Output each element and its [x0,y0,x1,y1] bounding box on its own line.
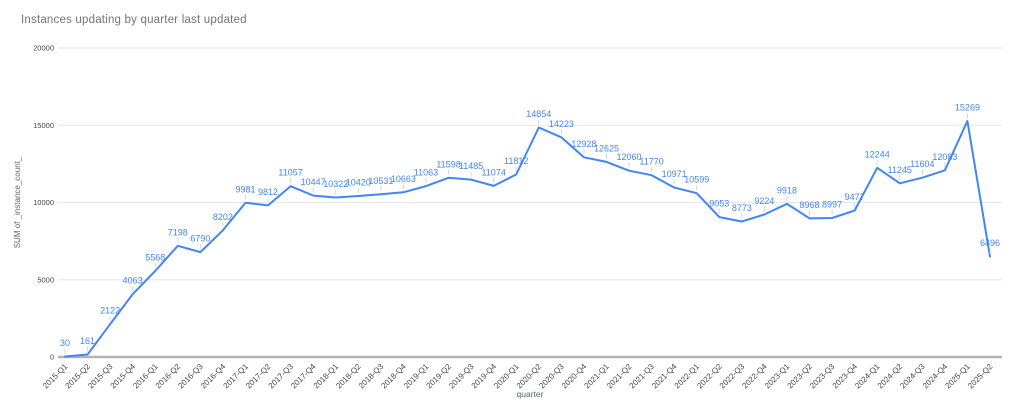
data-point-label: 10971 [662,169,687,179]
data-point-label: 4063 [123,276,143,286]
data-point-label: 12083 [932,152,957,162]
data-point-label: 11812 [504,156,528,166]
data-point-label: 7198 [168,227,188,237]
data-point-label: 9981 [235,184,255,194]
data-point-label: 9053 [709,199,729,209]
data-point-label: 9224 [754,196,774,206]
data-point-label: 11074 [481,167,505,177]
data-point-label: 10322 [323,179,348,189]
data-point-label: 11245 [888,165,912,175]
data-point-label: 10663 [391,174,416,184]
data-point-label: 8773 [732,203,752,213]
data-point-label: 2122 [100,306,120,316]
chart-title: Instances updating by quarter last updat… [21,14,247,26]
y-tick-label: 20000 [33,44,54,53]
data-point-label: 9812 [258,187,278,197]
data-point-label: 8968 [799,200,819,210]
y-tick-label: 15000 [33,121,54,130]
data-point-label: 11063 [414,168,438,178]
data-point-label: 11057 [278,168,302,178]
data-point-label: 12244 [865,149,890,159]
data-point-label: 12928 [571,139,596,149]
data-point-label: 8997 [822,199,842,209]
x-tick-label: 2025-Q2 [966,362,995,391]
data-point-label: 11604 [910,159,934,169]
data-point-label: 14854 [526,109,551,119]
data-point-label: 6496 [980,238,1000,248]
y-tick-label: 0 [50,353,54,362]
data-point-label: 9918 [777,185,797,195]
y-axis-title: SUM of _instance_count_ [13,156,22,248]
data-point-label: 12625 [594,143,619,153]
data-point-label: 10531 [368,176,393,186]
data-point-label: 14223 [549,119,574,129]
data-point-label: 6790 [190,234,210,244]
data-point-label: 12060 [617,152,642,162]
data-point-label: 5568 [145,252,165,262]
x-axis-title: quarter [517,389,544,399]
y-tick-label: 5000 [37,275,54,284]
y-tick-label: 10000 [33,198,54,207]
data-point-label: 161 [80,336,95,346]
series-line [64,120,991,358]
data-point-label: 10420 [346,178,371,188]
data-point-label: 8202 [213,212,233,222]
data-point-label: 30 [60,338,70,348]
data-point-label: 15269 [955,103,980,113]
data-point-label: 10447 [301,177,326,187]
data-point-label: 11770 [639,157,663,167]
data-point-label: 11598 [436,159,460,169]
data-point-label: 9477 [845,192,865,202]
data-point-label: 11485 [459,161,483,171]
data-point-label: 10599 [684,175,709,185]
